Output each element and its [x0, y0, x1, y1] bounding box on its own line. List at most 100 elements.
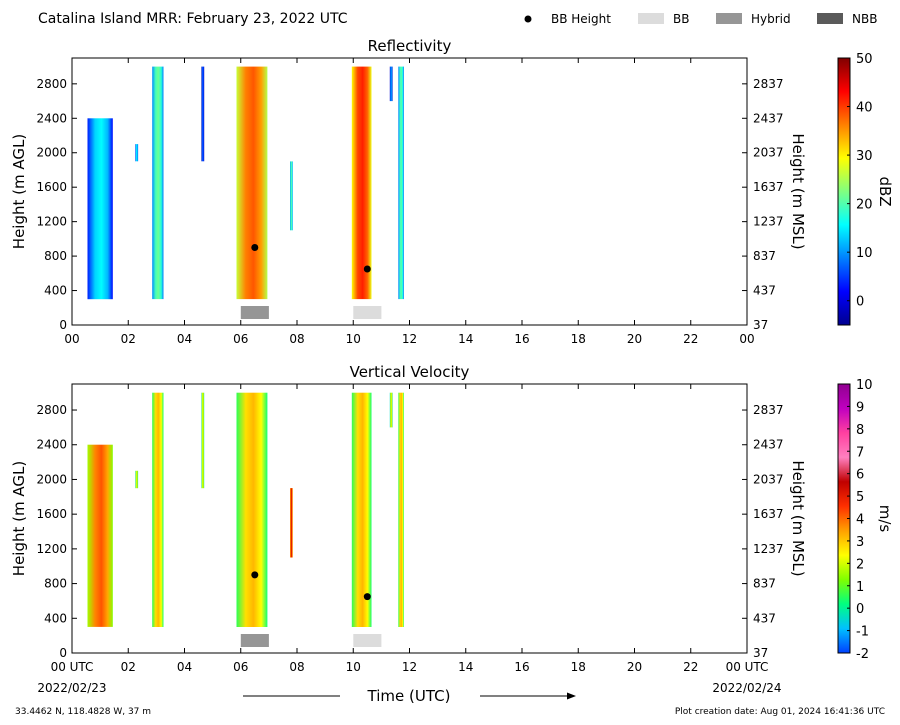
- y-right-tick-label: 37: [753, 646, 768, 660]
- x-tick-label: 02: [121, 660, 136, 674]
- echo-column: [389, 66, 393, 102]
- y-axis-label-right: Height (m MSL): [789, 133, 807, 249]
- y-tick-label: 0: [59, 318, 67, 332]
- legend-marker-bb-height: [524, 15, 532, 23]
- y-tick-label: 1200: [36, 215, 67, 229]
- y-right-tick-label: 1237: [753, 215, 784, 229]
- panel-title: Reflectivity: [368, 37, 452, 55]
- y-right-tick-label: 837: [753, 249, 776, 263]
- legend-label-bb-height: BB Height: [551, 12, 611, 26]
- echo-column: [389, 392, 393, 428]
- echo-column: [236, 392, 268, 627]
- colorbar-tick-label: 40: [856, 101, 873, 116]
- echo-column: [201, 392, 205, 489]
- bb-class-bar-bb: [353, 306, 382, 319]
- colorbar: [837, 57, 851, 326]
- echo-column: [290, 488, 293, 558]
- bb-class-bar-hybrid: [240, 634, 269, 647]
- y-right-tick-label: 1637: [753, 180, 784, 194]
- echo-column: [201, 66, 205, 162]
- x-tick-label: 14: [458, 660, 473, 674]
- y-tick-label: 2000: [36, 472, 67, 486]
- y-right-tick-label: 2437: [753, 438, 784, 452]
- echo-columns: [87, 392, 404, 627]
- echo-column: [398, 392, 404, 627]
- y-right-tick-label: 1637: [753, 507, 784, 521]
- x-tick-label: 22: [683, 660, 698, 674]
- y-right-tick-label: 2837: [753, 403, 784, 417]
- bb-height-point: [251, 571, 259, 579]
- echo-column: [236, 66, 268, 300]
- y-tick-label: 2800: [36, 403, 67, 417]
- x-tick-label: 06: [233, 660, 248, 674]
- echo-column: [135, 144, 139, 162]
- y-tick-label: 1600: [36, 180, 67, 194]
- y-tick-label: 400: [44, 611, 67, 625]
- y-right-tick-label: 437: [753, 284, 776, 298]
- y-right-tick-label: 2037: [753, 472, 784, 486]
- colorbar-tick-label: 10: [856, 378, 873, 393]
- echo-column: [398, 66, 404, 300]
- colorbar-tick-label: 9: [856, 400, 864, 415]
- x-tick-label: 08: [289, 332, 304, 346]
- colorbar-label: dBZ: [876, 176, 894, 206]
- y-tick-label: 1200: [36, 542, 67, 556]
- x-tick-label: 00 UTC: [726, 660, 769, 674]
- start-date-label: 2022/02/23: [37, 681, 106, 695]
- colorbar-tick-label: 4: [856, 513, 864, 528]
- bb-height-point: [363, 265, 371, 273]
- colorbar-tick-label: -2: [856, 647, 869, 662]
- echo-columns: [87, 66, 404, 300]
- echo-column: [152, 392, 164, 627]
- y-tick-label: 400: [44, 284, 67, 298]
- x-tick-label: 10: [346, 332, 361, 346]
- echo-column: [290, 161, 293, 231]
- y-tick-label: 2800: [36, 77, 67, 91]
- y-tick-label: 2000: [36, 146, 67, 160]
- x-tick-label: 00: [739, 332, 754, 346]
- y-tick-label: 800: [44, 577, 67, 591]
- plot-frame: [71, 57, 748, 326]
- x-tick-label: 08: [289, 660, 304, 674]
- colorbar-tick-label: 50: [856, 52, 873, 67]
- colorbar-label: m/s: [876, 505, 894, 533]
- y-tick-label: 2400: [36, 111, 67, 125]
- panel-title: Vertical Velocity: [350, 363, 470, 381]
- colorbar-tick-label: 0: [856, 295, 864, 310]
- x-tick-label: 18: [571, 660, 586, 674]
- y-right-tick-label: 2037: [753, 146, 784, 160]
- y-tick-label: 0: [59, 646, 67, 660]
- colorbar-tick-label: 20: [856, 198, 873, 213]
- y-right-tick-label: 2437: [753, 111, 784, 125]
- colorbar-tick-label: 2: [856, 557, 864, 572]
- x-tick-label: 16: [514, 332, 529, 346]
- x-tick-label: 22: [683, 332, 698, 346]
- colorbar-tick-label: 3: [856, 535, 864, 550]
- bb-class-bar-hybrid: [240, 306, 269, 319]
- y-right-tick-label: 437: [753, 611, 776, 625]
- x-tick-label: 20: [627, 660, 642, 674]
- colorbar-tick-label: 5: [856, 490, 864, 505]
- x-tick-label: 18: [571, 332, 586, 346]
- echo-column: [351, 66, 372, 300]
- x-tick-label: 00: [64, 332, 79, 346]
- colorbar-tick-label: 10: [856, 246, 873, 261]
- time-axis-label: Time (UTC): [367, 687, 451, 705]
- y-right-tick-label: 1237: [753, 542, 784, 556]
- colorbar-tick-label: 1: [856, 580, 864, 595]
- x-tick-label: 06: [233, 332, 248, 346]
- y-right-tick-label: 37: [753, 318, 768, 332]
- colorbar-tick-label: -1: [856, 625, 869, 640]
- x-tick-label: 20: [627, 332, 642, 346]
- bb-height-point: [363, 593, 371, 601]
- legend-label-hybrid: Hybrid: [751, 12, 791, 26]
- echo-column: [87, 444, 113, 627]
- location-note: 33.4462 N, 118.4828 W, 37 m: [15, 707, 151, 717]
- bb-height-point: [251, 244, 259, 251]
- x-tick-label: 02: [121, 332, 136, 346]
- legend-swatch-nbb: [817, 13, 843, 24]
- colorbar-tick-label: 30: [856, 149, 873, 164]
- colorbar-tick-label: 7: [856, 445, 864, 460]
